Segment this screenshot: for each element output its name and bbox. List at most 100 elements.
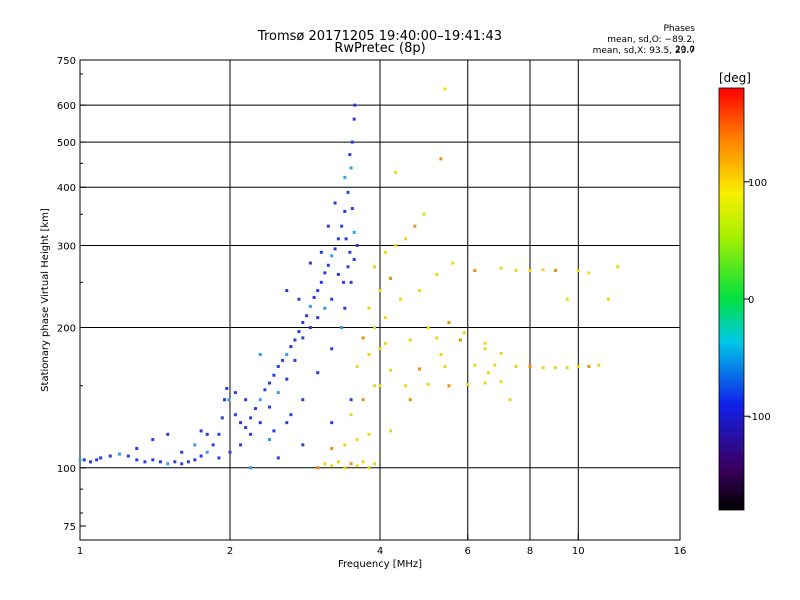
x-mode-point (373, 384, 377, 388)
colorbar (718, 87, 745, 511)
x-mode-point (473, 269, 477, 273)
x-tick-label: 16 (674, 546, 687, 557)
x-mode-point (473, 363, 477, 367)
o-mode-point (173, 460, 177, 464)
x-mode-point (378, 347, 382, 351)
o-mode-point (308, 326, 312, 330)
o-mode-point (350, 207, 354, 211)
o-mode-point (244, 398, 248, 402)
x-tick-label: 2 (227, 546, 233, 557)
x-mode-point (587, 271, 591, 275)
o-mode-point (343, 306, 347, 310)
x-mode-point (367, 466, 371, 470)
x-mode-point (565, 366, 569, 370)
o-mode-point (166, 462, 170, 466)
o-mode-point (330, 347, 334, 351)
x-tick-label: 6 (465, 546, 471, 557)
x-mode-point (553, 269, 557, 273)
x-mode-point (403, 237, 407, 241)
o-mode-point (143, 460, 147, 464)
o-mode-point (225, 386, 229, 390)
o-mode-point (285, 353, 289, 357)
o-mode-point (135, 447, 139, 451)
o-mode-point (340, 326, 344, 330)
o-mode-point (180, 450, 184, 454)
o-mode-point (239, 421, 243, 425)
x-mode-point (616, 265, 620, 269)
x-mode-point (349, 413, 353, 417)
x-mode-point (426, 326, 430, 330)
x-mode-point (394, 243, 398, 247)
x-mode-point (493, 363, 497, 367)
x-mode-point (541, 366, 545, 370)
o-mode-point (349, 398, 353, 402)
x-mode-point (483, 347, 487, 351)
o-mode-point (316, 371, 320, 375)
o-mode-point (151, 438, 155, 442)
o-mode-point (249, 416, 253, 420)
y-tick-label: 750 (57, 56, 76, 67)
x-mode-point (443, 87, 447, 91)
o-mode-point (344, 237, 348, 241)
o-mode-point (301, 321, 305, 325)
o-mode-point (297, 297, 301, 301)
x-mode-point (466, 382, 470, 386)
x-mode-point (389, 368, 393, 372)
x-mode-point (597, 363, 601, 367)
o-mode-point (326, 263, 330, 267)
x-mode-point (499, 380, 503, 384)
x-mode-point (528, 269, 532, 273)
x-mode-point (587, 364, 591, 368)
o-mode-point (289, 413, 293, 417)
o-mode-point (249, 432, 253, 436)
o-mode-point (205, 432, 209, 436)
o-mode-point (319, 250, 323, 254)
o-mode-point (305, 314, 309, 318)
y-tick-label: 75 (63, 522, 76, 533)
o-mode-point (166, 432, 170, 436)
stats-x-mode: mean, sd,X: 93.5, 23.7 (592, 46, 695, 56)
o-mode-point (297, 330, 301, 334)
o-mode-point (267, 438, 271, 442)
x-mode-point (367, 353, 371, 357)
y-tick-label: 300 (57, 241, 76, 252)
x-mode-point (403, 384, 407, 388)
x-mode-point (408, 398, 412, 402)
x-tick-label: 4 (377, 546, 383, 557)
o-mode-point (99, 456, 103, 460)
x-mode-point (576, 364, 580, 368)
o-mode-point (193, 443, 197, 447)
o-mode-point (293, 358, 297, 362)
x-mode-point (576, 269, 580, 273)
x-mode-point (361, 460, 365, 464)
x-mode-point (367, 432, 371, 436)
y-axis-label: Stationary phase Virtual Height [km] (40, 208, 51, 392)
x-mode-point (349, 462, 353, 466)
x-tick-label: 8 (527, 546, 533, 557)
x-mode-point (422, 212, 426, 216)
x-mode-point (373, 462, 377, 466)
o-mode-point (244, 426, 248, 430)
o-mode-point (348, 250, 352, 254)
x-mode-point (383, 341, 387, 345)
colorbar-tick-label: 0 (748, 295, 754, 306)
o-mode-point (217, 432, 221, 436)
o-mode-point (330, 254, 334, 258)
o-mode-point (285, 377, 289, 381)
o-mode-point (352, 257, 356, 261)
x-mode-point (607, 297, 611, 301)
o-mode-point (239, 443, 243, 447)
o-mode-point (180, 462, 184, 466)
o-mode-point (108, 454, 112, 458)
o-mode-point (217, 456, 221, 460)
x-tick-label: 1 (77, 546, 83, 557)
o-mode-point (199, 454, 203, 458)
x-mode-point (435, 336, 439, 340)
o-mode-point (205, 450, 209, 454)
o-mode-point (350, 140, 354, 144)
o-mode-point (342, 280, 346, 284)
x-mode-point (426, 382, 430, 386)
o-mode-point (258, 421, 262, 425)
chart-subtitle: RwPretec (8p) (334, 41, 426, 56)
x-mode-point (343, 443, 347, 447)
